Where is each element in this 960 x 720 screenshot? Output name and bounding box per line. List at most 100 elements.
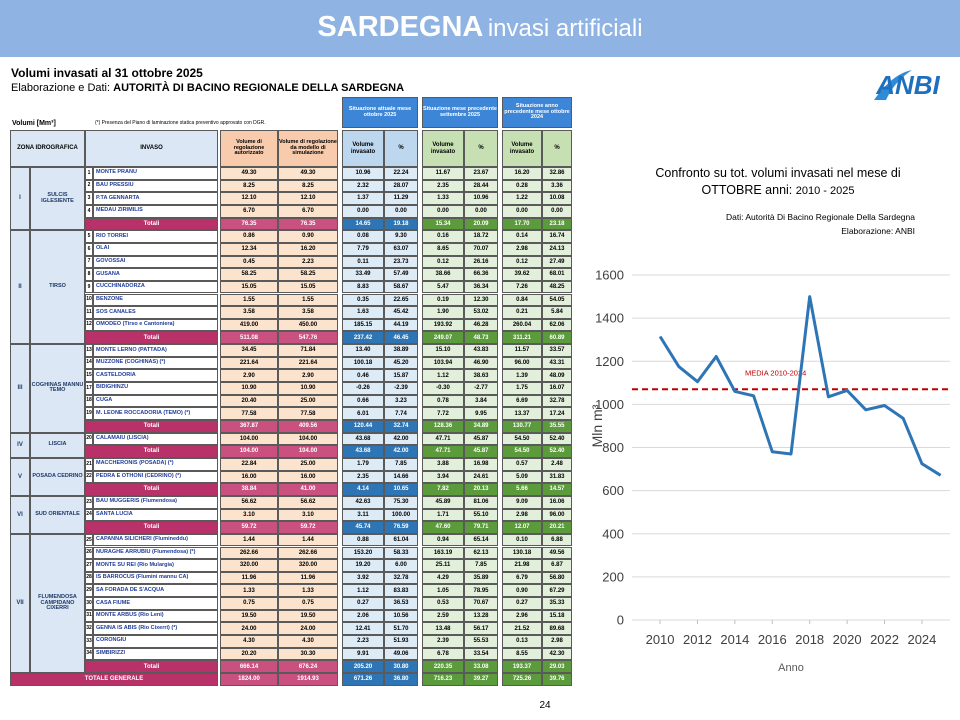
total-value: 76.35 — [278, 217, 338, 231]
total-value: 14.65 — [342, 217, 384, 231]
reservoir-number: 28 — [85, 571, 93, 585]
reservoir-number: 17 — [85, 382, 93, 395]
table-value: 62.13 — [464, 546, 498, 560]
x-tick-label: 2012 — [683, 632, 712, 647]
table-value: 96.00 — [502, 356, 542, 370]
table-value: 16.98 — [464, 457, 498, 471]
table-value: 2.96 — [502, 609, 542, 623]
total-value: 45.74 — [342, 521, 384, 534]
total-value: 4.14 — [342, 483, 384, 496]
table-value: 185.15 — [342, 318, 384, 332]
table-value: 17.24 — [542, 407, 572, 420]
table-value: 0.00 — [464, 204, 498, 218]
chart-credit: Elaborazione: ANBI — [841, 226, 915, 236]
total-value: 46.45 — [384, 331, 418, 345]
table-value: 0.00 — [342, 204, 384, 218]
table-value: 0.27 — [342, 597, 384, 610]
reservoir-name: OMODEO (Tirso e Cantoniera) — [93, 318, 218, 332]
table-value: 100.00 — [384, 508, 418, 522]
slide-title: SARDEGNA invasi artificiali — [0, 11, 960, 44]
total-value: 5.66 — [502, 483, 542, 496]
total-label: Totali — [85, 217, 218, 231]
grand-total-value: 716.23 — [422, 673, 464, 686]
zone-id: V — [10, 457, 30, 496]
table-value: 7.85 — [464, 559, 498, 572]
zone-name: COGHINAS MANNU TEMO — [30, 344, 85, 433]
total-value: 249.07 — [422, 331, 464, 345]
reservoir-number: 6 — [85, 242, 93, 256]
table-value: 62.06 — [542, 318, 572, 332]
y-tick-label: 1600 — [595, 268, 624, 283]
source-prefix: Dati: — [726, 212, 743, 222]
table-value: 25.11 — [422, 559, 464, 572]
table-value: 55.10 — [464, 508, 498, 522]
table-value: 10.56 — [384, 609, 418, 623]
table-value: 44.19 — [384, 318, 418, 332]
table-value: 3.10 — [220, 508, 278, 522]
table-value: 51.70 — [384, 622, 418, 636]
table-value: 8.65 — [422, 242, 464, 256]
total-value: 59.72 — [278, 521, 338, 534]
logo-text: ANBI — [875, 70, 940, 100]
table-value: 16.00 — [220, 470, 278, 484]
table-value: 49.30 — [220, 167, 278, 180]
table-value: 320.00 — [278, 559, 338, 572]
total-value: 205.20 — [342, 660, 384, 673]
reservoir-number: 4 — [85, 204, 93, 218]
table-value: 30.30 — [278, 647, 338, 661]
table-value: 48.09 — [542, 369, 572, 383]
table-value: 2.23 — [278, 255, 338, 269]
table-value: 26.16 — [464, 255, 498, 269]
reservoir-name: MONTE PRANU — [93, 167, 218, 180]
reservoir-name: SIMBIRIZZI — [93, 647, 218, 661]
total-value: 30.80 — [384, 660, 418, 673]
total-value: 17.70 — [502, 217, 542, 231]
table-note: (*) Presenza del Piano di laminazione st… — [95, 120, 266, 127]
reservoir-number: 30 — [85, 597, 93, 610]
reservoir-name: SA FORADA DE S'ACQUA — [93, 584, 218, 598]
table-value: 2.98 — [542, 635, 572, 648]
y-tick-label: 400 — [602, 526, 624, 541]
table-value: 0.78 — [422, 394, 464, 408]
table-value: 22.24 — [384, 167, 418, 180]
table-value: 7.74 — [384, 407, 418, 420]
table-value: 1.79 — [342, 457, 384, 471]
zone-name: LISCIA — [30, 432, 85, 458]
table-value: 6.00 — [384, 559, 418, 572]
total-value: 59.72 — [220, 521, 278, 534]
table-value: 16.00 — [278, 470, 338, 484]
column-header: Volume invasato — [342, 130, 384, 167]
table-value: 16.74 — [542, 230, 572, 243]
table-value: 5.09 — [502, 470, 542, 484]
table-value: 45.87 — [464, 432, 498, 446]
table-value: 9.95 — [464, 407, 498, 420]
total-label: Totali — [85, 420, 218, 433]
reservoir-number: 23 — [85, 495, 93, 509]
table-value: 66.36 — [464, 268, 498, 281]
grand-total-value: 36.80 — [384, 673, 418, 686]
table-value: 1.37 — [342, 192, 384, 205]
table-value: 0.19 — [422, 293, 464, 307]
y-tick-label: 1000 — [595, 397, 624, 412]
table-value: 3.94 — [422, 470, 464, 484]
column-header: Volume invasato — [502, 130, 542, 167]
total-value: 20.13 — [464, 483, 498, 496]
reservoir-number: 19 — [85, 407, 93, 420]
table-value: 42.00 — [384, 432, 418, 446]
zone-id: VI — [10, 495, 30, 534]
table-value: 9.30 — [384, 230, 418, 243]
reservoir-name: BAU PRESSIU — [93, 179, 218, 193]
reservoir-number: 15 — [85, 369, 93, 383]
table-value: 58.25 — [220, 268, 278, 281]
total-value: 10.65 — [384, 483, 418, 496]
table-value: 36.53 — [384, 597, 418, 610]
total-value: 15.34 — [422, 217, 464, 231]
reservoir-name: MONTE LERNO (PATTADA) — [93, 344, 218, 357]
table-value: 51.93 — [384, 635, 418, 648]
table-value: 56.62 — [220, 495, 278, 509]
table-value: 0.13 — [502, 635, 542, 648]
table-value: 43.68 — [342, 432, 384, 446]
total-label: Totali — [85, 331, 218, 345]
table-value: 193.92 — [422, 318, 464, 332]
